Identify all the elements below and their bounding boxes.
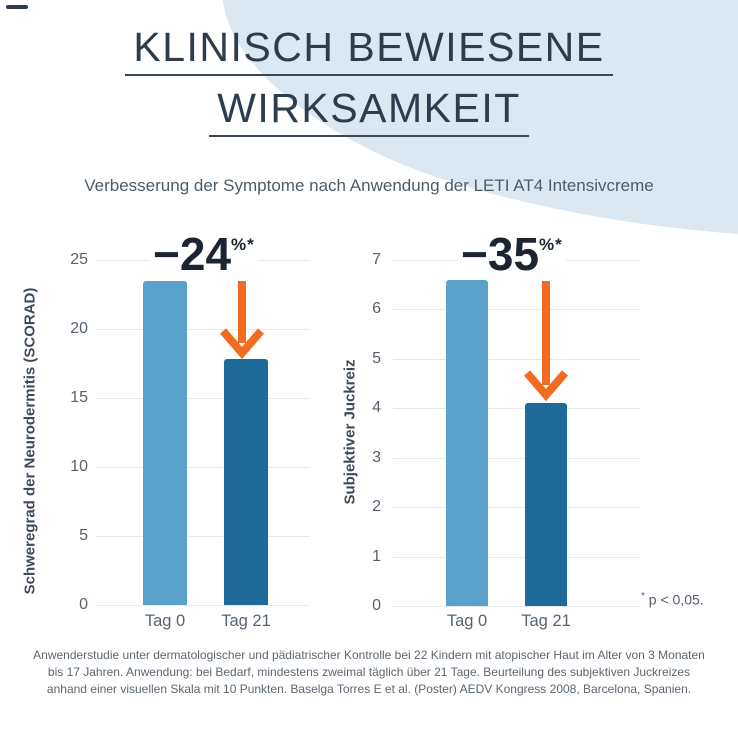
corner-dash — [6, 5, 28, 9]
bar-tag-0 — [143, 280, 187, 605]
gridline — [96, 467, 310, 468]
y-tick-label: 4 — [372, 399, 381, 417]
y-tick-label: 3 — [372, 448, 381, 466]
pct-change-value: −35 — [461, 228, 540, 280]
x-tick-label: Tag 21 — [521, 612, 571, 630]
y-tick-label: 5 — [372, 349, 381, 367]
gridline — [393, 408, 640, 410]
gridline — [393, 457, 640, 459]
y-tick-label: 20 — [70, 320, 88, 337]
bar-tag-0 — [446, 279, 488, 606]
gridline — [393, 606, 640, 607]
title-line-2: WIRKSAMKEIT — [209, 87, 529, 138]
gridline — [393, 358, 640, 360]
pct-change-label-scorad: −24%* — [150, 231, 258, 277]
y-tick-label: 6 — [372, 300, 381, 318]
down-arrow-icon — [220, 281, 264, 359]
x-tick-label: Tag 0 — [144, 612, 186, 630]
pct-change-suffix: %* — [231, 234, 255, 254]
gridline — [96, 605, 310, 606]
gridline — [96, 536, 310, 537]
gridline — [96, 398, 310, 399]
gridline — [393, 309, 640, 311]
study-footnote: Anwenderstudie unter dermatologischer un… — [33, 648, 705, 697]
y-tick-label: 7 — [372, 250, 381, 268]
x-tick-label: Tag 21 — [221, 612, 271, 630]
page-title: KLINISCH BEWIESENE WIRKSAMKEIT — [0, 25, 738, 138]
title-line-1: KLINISCH BEWIESENE — [125, 25, 613, 77]
y-axis-label-juckreiz: Subjektiver Juckreiz — [341, 359, 359, 505]
bar-tag-21 — [525, 403, 567, 606]
gridline — [393, 507, 640, 509]
bar-tag-21 — [224, 359, 268, 605]
gridline — [96, 329, 310, 330]
y-tick-label: 0 — [79, 596, 88, 613]
y-tick-label: 25 — [70, 251, 88, 268]
significance-text: p < 0,05. — [644, 591, 704, 608]
pct-change-label-juckreiz: −35%* — [458, 231, 566, 277]
significance-asterisk: * — [641, 591, 645, 602]
significance-note: * p < 0,05. — [641, 591, 704, 608]
y-tick-label: 15 — [70, 389, 88, 406]
x-tick-label: Tag 0 — [446, 612, 488, 630]
pct-change-suffix: %* — [539, 234, 563, 254]
pct-change-value: −24 — [153, 228, 232, 280]
down-arrow-icon — [524, 281, 568, 401]
gridline — [393, 556, 640, 558]
y-tick-label: 2 — [372, 498, 381, 516]
y-tick-label: 1 — [372, 547, 381, 565]
y-axis-label-scorad: Schweregrad der Neurodermitis (SCORAD) — [21, 287, 39, 595]
y-tick-label: 5 — [79, 527, 88, 544]
chart-subtitle: Verbesserung der Symptome nach Anwendung… — [84, 176, 654, 195]
y-tick-label: 10 — [70, 458, 88, 475]
y-tick-label: 0 — [372, 597, 381, 614]
